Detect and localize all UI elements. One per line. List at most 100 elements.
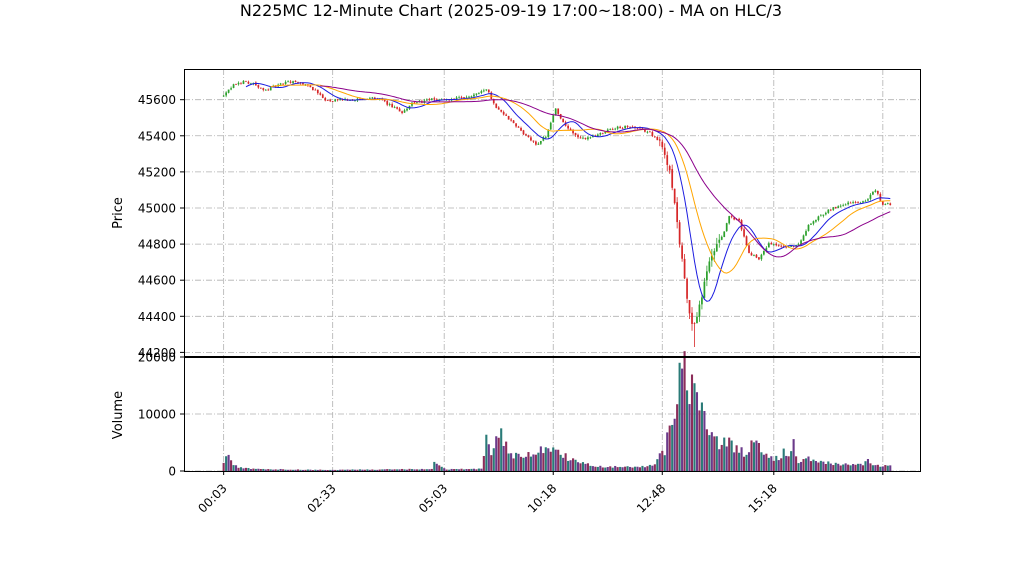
candle-body bbox=[621, 128, 624, 130]
volume-bar bbox=[299, 469, 302, 471]
volume-bar bbox=[760, 452, 763, 471]
volume-bar bbox=[676, 404, 679, 471]
volume-bar bbox=[242, 468, 245, 471]
volume-bar bbox=[656, 459, 659, 471]
volume-bar bbox=[254, 468, 257, 471]
candle-body bbox=[691, 312, 693, 324]
volume-bar bbox=[423, 469, 426, 471]
candle-body bbox=[569, 128, 572, 131]
candle-body bbox=[297, 82, 299, 83]
volume-bar bbox=[584, 463, 587, 471]
volume-bar bbox=[832, 465, 835, 471]
volume-bar bbox=[854, 464, 857, 471]
price-y-axis-label: Price bbox=[111, 197, 126, 229]
volume-bar bbox=[403, 469, 406, 471]
volume-bar bbox=[413, 469, 416, 471]
volume-bar bbox=[465, 469, 468, 471]
candle-body bbox=[631, 126, 634, 128]
volume-bar bbox=[871, 465, 874, 471]
volume-bar bbox=[809, 461, 813, 471]
volume-bar bbox=[344, 469, 347, 471]
volume-bar bbox=[804, 458, 808, 471]
volume-bar-series bbox=[222, 351, 892, 471]
candle-body bbox=[487, 89, 490, 93]
volume-bar bbox=[480, 468, 483, 471]
candle-body bbox=[252, 82, 255, 84]
volume-tick-label: 0 bbox=[168, 465, 176, 479]
candle-body bbox=[475, 93, 478, 95]
volume-bar bbox=[428, 469, 431, 471]
candle-body bbox=[532, 140, 535, 142]
volume-bar bbox=[346, 469, 349, 471]
volume-bar bbox=[849, 465, 852, 471]
volume-y-axis-label: Volume bbox=[111, 391, 126, 439]
candle-body bbox=[596, 134, 599, 137]
candle-body bbox=[710, 255, 713, 261]
candle-body bbox=[554, 108, 557, 116]
volume-bar bbox=[269, 469, 272, 471]
candle-body bbox=[557, 108, 560, 114]
candle-body bbox=[411, 102, 413, 106]
candle-body bbox=[629, 126, 631, 128]
volume-bar bbox=[341, 469, 344, 471]
volume-bar bbox=[728, 437, 731, 471]
candle-body bbox=[812, 221, 815, 224]
volume-bar bbox=[730, 440, 733, 471]
candle-body bbox=[641, 128, 644, 130]
volume-bar bbox=[780, 458, 783, 471]
candle-body bbox=[834, 206, 837, 208]
volume-bar bbox=[524, 456, 528, 471]
candle-body bbox=[433, 98, 436, 100]
candle-body bbox=[282, 83, 284, 85]
candle-body bbox=[336, 99, 339, 101]
candle-body bbox=[839, 205, 842, 207]
volume-bar bbox=[378, 469, 381, 471]
volume-bar bbox=[319, 469, 322, 471]
candle-body bbox=[656, 137, 659, 141]
volume-bar bbox=[576, 462, 580, 471]
candle-body bbox=[294, 80, 297, 83]
candle-body bbox=[832, 207, 835, 210]
candle-body bbox=[745, 236, 748, 246]
candle-body bbox=[287, 81, 289, 83]
candle-body bbox=[805, 231, 807, 236]
volume-bar bbox=[767, 457, 770, 471]
candle-body bbox=[341, 99, 344, 101]
volume-bar bbox=[688, 404, 691, 471]
volume-bar bbox=[792, 439, 795, 471]
candle-body bbox=[715, 244, 718, 252]
candle-body bbox=[852, 202, 854, 203]
candle-body bbox=[624, 126, 626, 129]
volume-bar bbox=[834, 462, 837, 471]
price-tick-label: 44200 bbox=[138, 346, 176, 360]
volume-bar bbox=[747, 452, 751, 471]
volume-bar bbox=[420, 468, 423, 471]
volume-bar bbox=[334, 469, 337, 471]
candle-body bbox=[844, 204, 847, 206]
volume-bar bbox=[529, 456, 532, 471]
volume-y-axis: 0 10000 20000 bbox=[138, 351, 184, 479]
volume-bar bbox=[445, 469, 448, 471]
volume-bar bbox=[750, 440, 753, 471]
candle-body bbox=[530, 137, 532, 141]
ma-line bbox=[320, 85, 891, 258]
candle-body bbox=[728, 216, 731, 224]
candle-body bbox=[701, 297, 703, 305]
price-tick-label: 44400 bbox=[138, 310, 176, 324]
candle-body bbox=[688, 300, 691, 314]
volume-bar bbox=[517, 453, 520, 471]
volume-bar bbox=[490, 455, 493, 471]
x-tick-label: 12:48 bbox=[634, 481, 668, 515]
candle-body bbox=[500, 109, 503, 112]
candle-body bbox=[592, 135, 594, 138]
volume-bar bbox=[782, 448, 785, 471]
candle-body bbox=[854, 202, 857, 203]
volume-bar bbox=[433, 461, 436, 471]
volume-bar bbox=[324, 469, 327, 471]
volume-bar bbox=[282, 469, 285, 471]
candle-body bbox=[847, 202, 850, 205]
candle-body bbox=[767, 243, 770, 248]
candle-body bbox=[435, 99, 438, 101]
candle-body bbox=[842, 205, 845, 207]
volume-bar bbox=[272, 469, 275, 471]
